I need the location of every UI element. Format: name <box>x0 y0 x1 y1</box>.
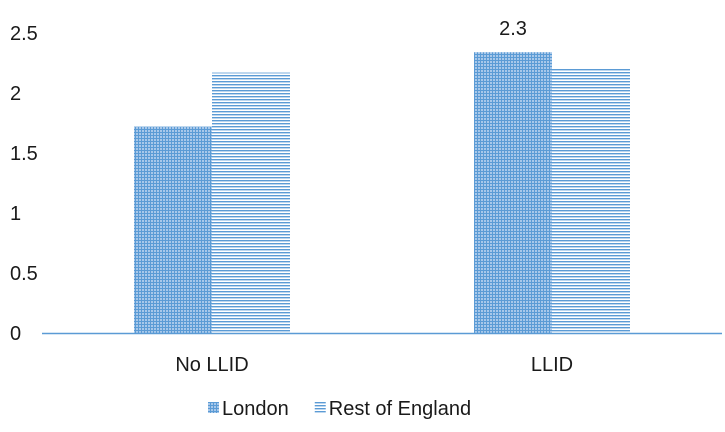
y-tick-label: 1 <box>10 203 21 225</box>
bar-london-no-llid <box>134 126 212 333</box>
bars-group <box>134 52 630 333</box>
category-label: LLID <box>531 354 573 376</box>
x-axis-labels: No LLID LLID <box>175 354 573 376</box>
bar-rest-of-england-llid <box>552 69 630 333</box>
legend: London Rest of England <box>208 398 471 420</box>
y-tick-label: 0 <box>10 323 21 345</box>
y-tick-label: 1.5 <box>10 143 38 165</box>
y-axis-ticks: 0 0.5 1 1.5 2 2.5 <box>10 23 38 345</box>
legend-swatch <box>314 402 326 413</box>
category-label: No LLID <box>175 354 248 376</box>
legend-label: Rest of England <box>329 398 471 420</box>
legend-item: Rest of England <box>314 398 471 420</box>
legend-item: London <box>208 398 289 420</box>
legend-label: London <box>222 398 289 420</box>
bar-london-llid <box>474 52 552 333</box>
y-tick-label: 2 <box>10 83 21 105</box>
y-tick-label: 0.5 <box>10 263 38 285</box>
legend-swatch <box>208 402 219 413</box>
data-label: 2.3 <box>499 18 527 40</box>
bar-rest-of-england-no-llid <box>212 72 290 333</box>
data-labels: 2.3 <box>499 18 527 40</box>
y-tick-label: 2.5 <box>10 23 38 45</box>
